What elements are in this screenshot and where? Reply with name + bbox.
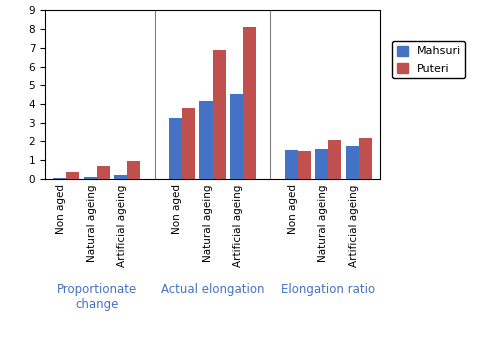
- Bar: [96, 166, 110, 179]
- Text: Non aged: Non aged: [288, 184, 298, 234]
- Bar: [84, 176, 96, 179]
- Bar: [316, 149, 328, 179]
- Bar: [328, 140, 342, 179]
- Bar: [298, 151, 311, 179]
- Bar: [169, 118, 182, 179]
- Bar: [243, 27, 256, 179]
- Text: Natural ageing: Natural ageing: [318, 184, 328, 262]
- Bar: [200, 101, 212, 179]
- Text: Non aged: Non aged: [56, 184, 66, 234]
- Bar: [114, 175, 127, 179]
- Text: Artificial ageing: Artificial ageing: [349, 184, 359, 267]
- Bar: [53, 178, 66, 179]
- Text: Non aged: Non aged: [172, 184, 182, 234]
- Bar: [359, 138, 372, 179]
- Text: Elongation ratio: Elongation ratio: [282, 283, 376, 296]
- Bar: [212, 50, 226, 179]
- Bar: [230, 94, 243, 179]
- Text: Artificial ageing: Artificial ageing: [117, 184, 127, 267]
- Text: Natural ageing: Natural ageing: [86, 184, 97, 262]
- Text: Artificial ageing: Artificial ageing: [233, 184, 243, 267]
- Text: Actual elongation: Actual elongation: [161, 283, 264, 296]
- Bar: [285, 150, 298, 179]
- Text: Natural ageing: Natural ageing: [202, 184, 212, 262]
- Bar: [127, 161, 140, 179]
- Bar: [182, 108, 195, 179]
- Bar: [346, 146, 359, 179]
- Bar: [66, 172, 79, 179]
- Legend: Mahsuri, Puteri: Mahsuri, Puteri: [392, 41, 466, 78]
- Text: Proportionate
change: Proportionate change: [56, 283, 137, 311]
